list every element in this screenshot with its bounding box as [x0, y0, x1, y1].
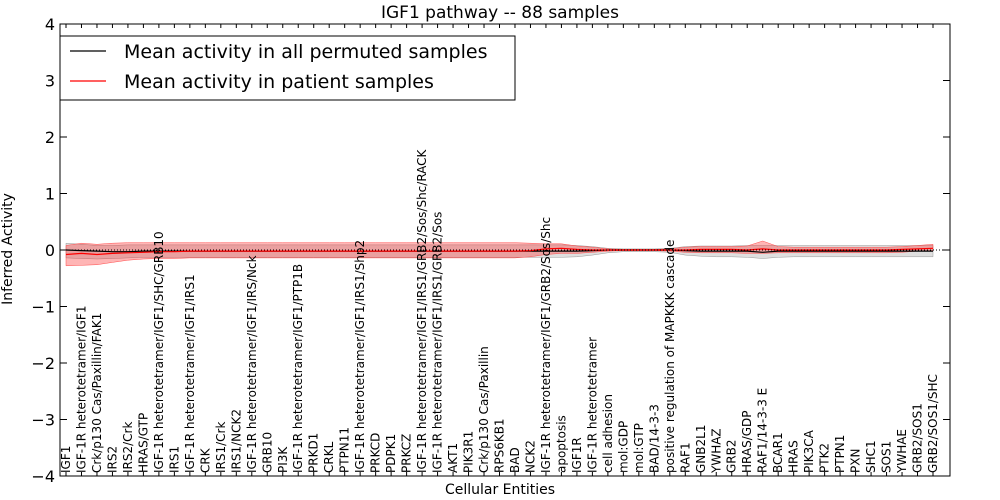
x-tick-label: PDPK1 — [384, 434, 398, 473]
x-tick-label: BAD — [508, 447, 522, 473]
series-line-patient — [65, 247, 934, 256]
y-tick-label: 1 — [45, 185, 55, 204]
y-tick-label: 0 — [45, 241, 55, 260]
x-tick-label: RAF1/14-3-3 E — [756, 388, 770, 473]
x-tick-label: HRAS/GTP — [136, 413, 150, 473]
x-tick-label: IGF-1R heterotetramer/IGF1/IRS1/Shp2 — [353, 240, 367, 473]
x-tick-label: IRS2/Crk — [121, 422, 135, 473]
x-tick-label: PRKCD — [369, 433, 383, 473]
chart-title: IGF1 pathway -- 88 samples — [381, 3, 619, 23]
x-tick-label: RAF1 — [678, 442, 692, 473]
x-tick-label: PTK2 — [818, 443, 832, 473]
x-tick-label: IRS2 — [105, 446, 119, 473]
x-tick-label: HRAS — [787, 440, 801, 473]
x-tick-label: IGF-1R heterotetramer/IGF1/GRB2/Sos/Shc — [539, 217, 553, 473]
x-axis-label: Cellular Entities — [445, 482, 555, 498]
x-tick-label: CRKL — [322, 441, 336, 473]
x-tick-label: SHC1 — [864, 440, 878, 473]
plot-area-frame — [59, 23, 951, 477]
x-tick-label: IGF-1R heterotetramer/IGF1/IRS1 — [183, 274, 197, 473]
legend-frame — [59, 35, 516, 101]
x-tick-label: PTPN1 — [833, 435, 847, 473]
x-tick-label: IGF-1R heterotetramer/IGF1/SHC/GRB10 — [152, 231, 166, 473]
x-tick-label: NCK2 — [524, 440, 538, 473]
x-tick-label: PXN — [849, 449, 863, 473]
x-tick-label: AKT1 — [446, 443, 460, 473]
x-tick-label: CRK — [198, 447, 212, 473]
x-tick-label: IRS1 — [167, 446, 181, 473]
x-tick-label: Crk/p130 Cas/Paxillin — [477, 346, 491, 473]
x-tick-label: IGF-1R heterotetramer/IGF1/PTP1B — [291, 264, 305, 473]
x-tick-label: IGF-1R heterotetramer/IGF1/IRS1/GRB2/Sos… — [415, 148, 429, 473]
x-tick-label: PIK3R1 — [462, 431, 476, 473]
x-tick-label: IRS1/Crk — [214, 422, 228, 473]
x-tick-label: PRKD1 — [307, 433, 321, 473]
x-tick-label: BCAR1 — [771, 432, 785, 473]
series-lines — [65, 247, 934, 256]
x-tick-label: IGF1R — [570, 437, 584, 473]
y-tick-label: 4 — [45, 15, 55, 34]
x-tick-label: HRAS/GDP — [740, 410, 754, 473]
x-tick-label: GRB2/SOS1/SHC — [926, 374, 940, 473]
y-tick-label: 2 — [45, 128, 55, 147]
legend-label-permuted: Mean activity in all permuted samples — [124, 41, 487, 63]
x-tick-label: IGF-1R heterotetramer/IGF1/IRS/Nck — [245, 255, 259, 473]
x-tick-label: BAD/14-3-3 — [647, 404, 661, 473]
x-tick-label: GRB10 — [260, 432, 274, 473]
x-tick-label: RPS6KB1 — [493, 418, 507, 473]
x-tick-label: GRB2/SOS1 — [911, 403, 925, 473]
x-tick-label: mol:GDP — [616, 421, 630, 473]
y-tick-label: −4 — [31, 467, 55, 486]
legend-label-patient: Mean activity in patient samples — [124, 71, 434, 93]
x-tick-label: cell adhesion — [601, 394, 615, 473]
x-tick-label: PRKCZ — [400, 434, 414, 473]
x-tick-label: IGF-1R heterotetramer/IGF1/IRS1/GRB2/Sos — [431, 212, 445, 473]
x-tick-label: IGF-1R heterotetramer/IGF1 — [75, 306, 89, 473]
x-tick-label: mol:GTP — [632, 423, 646, 473]
x-tick-label: apoptosis — [554, 415, 568, 473]
x-tick-label: PTPN11 — [338, 427, 352, 473]
x-tick-label: PIK3CA — [802, 429, 816, 473]
x-tick-label: positive regulation of MAPKKK cascade — [663, 240, 677, 473]
y-tick-label: −2 — [31, 354, 55, 373]
x-tick-label: YWHAE — [895, 429, 909, 474]
x-tick-label: SOS1 — [880, 441, 894, 473]
x-tick-label: IGF-1R heterotetramer — [585, 337, 599, 473]
legend: Mean activity in all permuted samples Me… — [59, 35, 516, 101]
x-tick-label: Crk/p130 Cas/Paxillin/FAK1 — [90, 313, 104, 473]
x-tick-label: GRB2 — [725, 439, 739, 473]
x-tick-label: YWHAZ — [709, 428, 723, 474]
x-tick-label: IGF1 — [59, 446, 73, 473]
y-tick-label: −1 — [31, 298, 55, 317]
x-tick-label: IRS1/NCK2 — [229, 409, 243, 473]
y-tick-label: 3 — [45, 72, 55, 91]
y-tick-label: −3 — [31, 411, 55, 430]
x-tick-label: PI3K — [276, 446, 290, 473]
x-tick-label: GNB2L1 — [694, 425, 708, 473]
y-axis-label: Inferred Activity — [0, 193, 16, 305]
